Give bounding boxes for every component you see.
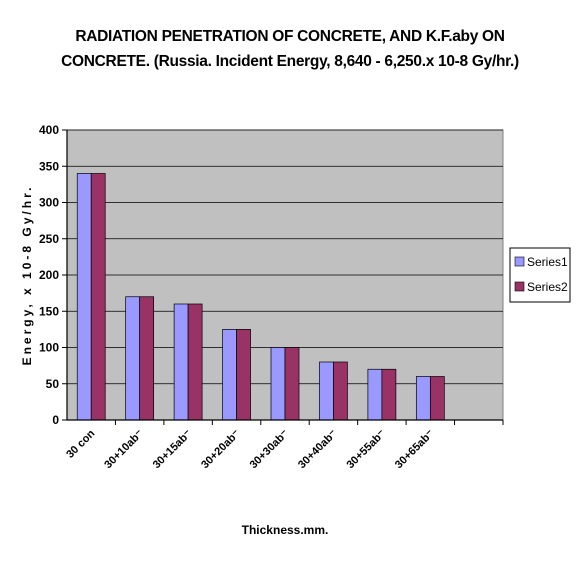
bar-series2-5 [333, 361, 348, 421]
y-tick-label: 100 [39, 341, 59, 355]
y-tick-label: 250 [39, 232, 59, 246]
legend-swatch-series2 [514, 281, 525, 292]
bar-series1-3 [222, 329, 237, 421]
bar-series2-7 [429, 376, 445, 421]
x-axis-label: Thickness.mm. [242, 523, 329, 537]
chart-title: RADIATION PENETRATION OF CONCRETE, AND K… [40, 24, 540, 74]
y-axis-label: Energy, x 10-8 Gy/hr. [20, 185, 34, 366]
y-tick-label: 300 [39, 196, 59, 210]
legend: Series1 Series2 [509, 247, 571, 303]
y-tick-label: 0 [52, 413, 59, 427]
x-tick-label: 30+55ab⁻ [344, 428, 388, 472]
bar-series2-2 [187, 303, 203, 421]
bar-series1-4 [270, 347, 286, 421]
bar-series2-0 [90, 173, 106, 421]
bar-series2-3 [236, 329, 251, 421]
y-tick-labels: 0 50 100 150 200 250 300 350 400 [39, 123, 59, 427]
bar-series1-6 [367, 368, 383, 421]
bar-series2-4 [284, 347, 300, 421]
legend-label-series2: Series2 [527, 280, 568, 294]
x-tick-label: 30+65ab⁻ [393, 428, 437, 472]
bar-series1-1 [125, 296, 141, 421]
x-tick-label: 30+15ab⁻ [151, 428, 195, 472]
x-tick-label: 30+30ab⁻ [248, 428, 292, 472]
axes [62, 129, 504, 425]
y-tick-label: 350 [39, 159, 59, 173]
chart-title-line-2: CONCRETE. (Russia. Incident Energy, 8,64… [61, 53, 519, 70]
legend-swatch-series1 [514, 256, 525, 267]
bars [76, 173, 445, 421]
y-tick-label: 50 [46, 377, 60, 391]
bar-series2-1 [139, 296, 155, 421]
x-tick-label: 30+20ab⁻ [199, 428, 243, 472]
bar-series1-2 [173, 303, 189, 421]
chart-title-line-1: RADIATION PENETRATION OF CONCRETE, AND K… [75, 28, 505, 45]
x-tick-labels: 30 con 30+10ab⁻ 30+15ab⁻ 30+20ab⁻ 30+30ab⁻ 30… [64, 427, 436, 471]
bar-series1-0 [76, 173, 92, 421]
x-tick-label: 30 con [64, 427, 97, 460]
y-tick-label: 200 [39, 268, 59, 282]
legend-label-series1: Series1 [527, 255, 568, 269]
y-tick-label: 400 [39, 123, 59, 137]
x-tick-label: 30+10ab⁻ [102, 428, 146, 472]
y-tick-label: 150 [39, 304, 59, 318]
bar-series1-7 [415, 376, 431, 421]
x-tick-label: 30+40ab⁻ [296, 428, 340, 472]
bar-series2-6 [381, 368, 397, 421]
bar-series1-5 [319, 361, 334, 421]
